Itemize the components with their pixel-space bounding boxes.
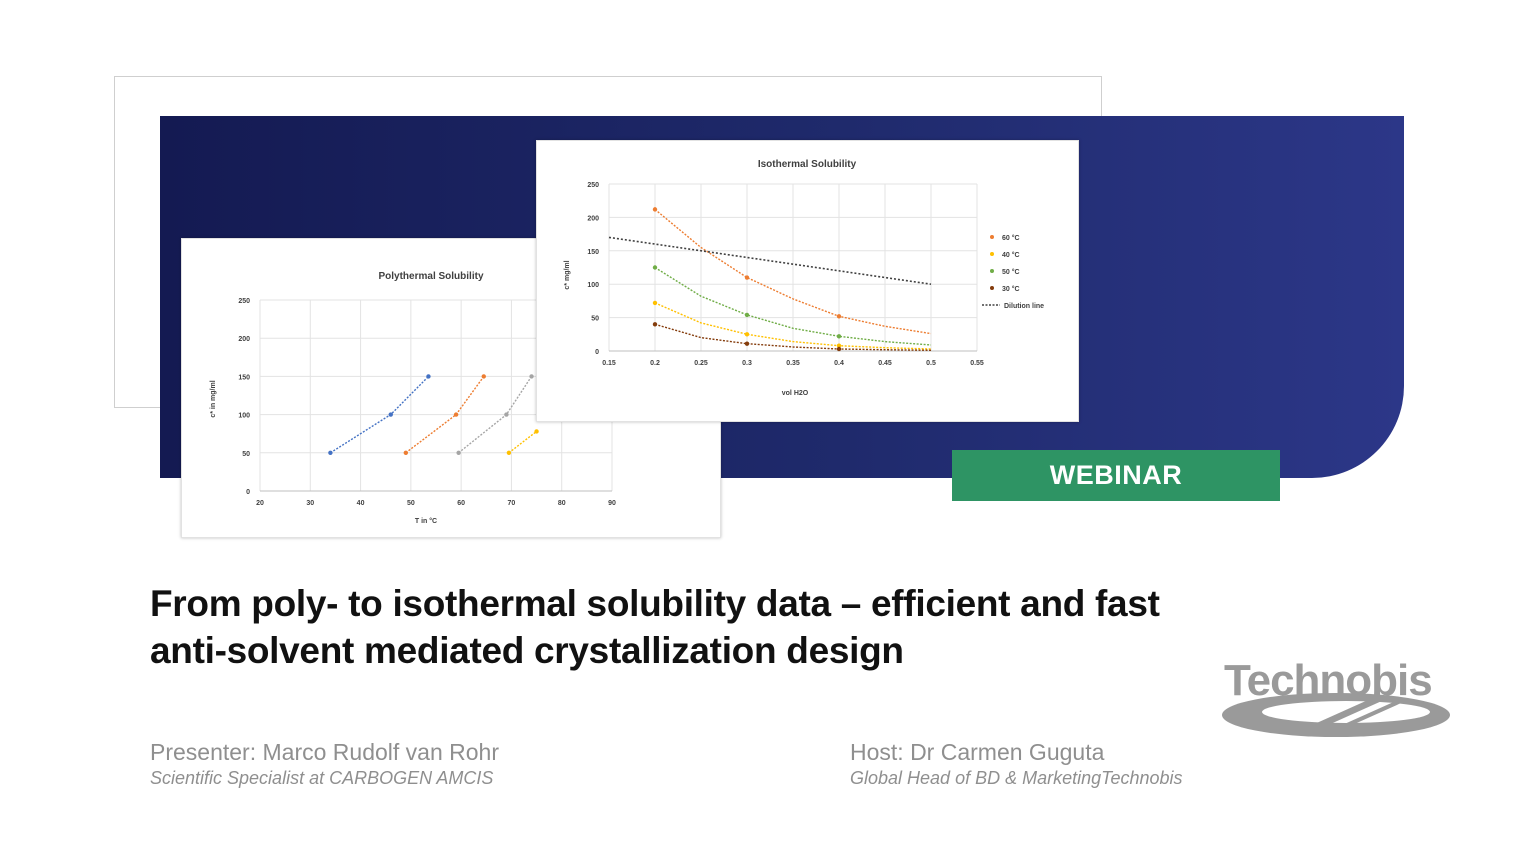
isothermal-series-line <box>654 323 932 351</box>
isothermal-data-point <box>744 341 750 346</box>
isothermal-x-tick-label: 0.4 <box>834 360 844 367</box>
polythermal-y-axis-label: c* in mg/ml <box>210 380 217 417</box>
polythermal-data-point <box>534 429 539 434</box>
isothermal-x-tick-label: 0.55 <box>970 360 984 367</box>
isothermal-data-point <box>652 265 658 270</box>
polythermal-data-point <box>506 450 512 455</box>
polythermal-data-point <box>328 450 333 455</box>
polythermal-data-point <box>529 374 534 379</box>
isothermal-chart: Isothermal Solubility vol H2O c* mg/ml 0… <box>564 159 1044 397</box>
polythermal-x-tick-label: 30 <box>306 500 314 507</box>
isothermal-series-line <box>654 302 932 350</box>
isothermal-data-point <box>836 334 842 339</box>
isothermal-x-tick-label: 0.25 <box>694 360 708 367</box>
isothermal-series-line <box>608 236 932 285</box>
polythermal-chart-title: Polythermal Solubility <box>378 271 483 282</box>
technobis-logo: Technobis <box>1218 652 1458 742</box>
isothermal-y-tick-label: 250 <box>587 182 599 189</box>
isothermal-data-point <box>836 346 842 352</box>
presenter-name: Presenter: Marco Rudolf van Rohr <box>150 739 499 765</box>
host-name: Host: Dr Carmen Guguta <box>850 739 1105 765</box>
isothermal-legend-marker <box>990 252 994 256</box>
isothermal-data-point <box>652 207 658 212</box>
isothermal-legend-label: 40 °C <box>1002 251 1020 259</box>
isothermal-x-axis-label: vol H2O <box>782 390 809 397</box>
polythermal-x-tick-label: 90 <box>608 500 616 507</box>
polythermal-y-tick-label: 250 <box>238 298 250 305</box>
isothermal-legend-label: 60 °C <box>1002 234 1020 242</box>
isothermal-chart-card: Isothermal Solubility vol H2O c* mg/ml 0… <box>536 140 1079 422</box>
isothermal-x-tick-label: 0.15 <box>602 360 616 367</box>
polythermal-series-line <box>508 430 538 454</box>
polythermal-data-point <box>426 374 431 379</box>
polythermal-x-axis-label: T in °C <box>415 517 437 525</box>
isothermal-y-tick-label: 200 <box>587 215 599 222</box>
polythermal-x-tick-label: 40 <box>357 500 365 507</box>
isothermal-y-axis-label: c* mg/ml <box>564 260 571 289</box>
isothermal-data-point <box>744 275 750 280</box>
polythermal-data-point <box>453 412 459 417</box>
isothermal-data-point <box>652 300 658 306</box>
host-role: Global Head of BD & MarketingTechnobis <box>850 768 1183 788</box>
polythermal-data-point <box>388 412 393 417</box>
isothermal-legend-marker <box>990 235 994 239</box>
isothermal-legend-marker <box>990 286 994 290</box>
polythermal-x-tick-label: 80 <box>558 500 566 507</box>
isothermal-x-tick-label: 0.3 <box>742 360 752 367</box>
polythermal-x-tick-label: 60 <box>457 500 465 507</box>
polythermal-x-tick-label: 20 <box>256 500 264 507</box>
isothermal-data-point <box>744 312 750 318</box>
presenter-info: Presenter: Marco Rudolf van Rohr Scienti… <box>150 738 499 790</box>
polythermal-y-tick-label: 50 <box>242 451 250 458</box>
isothermal-data-point <box>836 314 842 319</box>
title-line-2: anti-solvent mediated crystallization de… <box>150 630 904 671</box>
isothermal-chart-title: Isothermal Solubility <box>758 159 857 170</box>
isothermal-x-tick-label: 0.2 <box>650 360 660 367</box>
logo-wordmark: Technobis <box>1224 656 1433 705</box>
polythermal-data-point <box>504 412 509 417</box>
presenter-role: Scientific Specialist at CARBOGEN AMCIS <box>150 768 494 788</box>
polythermal-data-point <box>403 450 409 455</box>
polythermal-data-point <box>481 374 486 379</box>
isothermal-y-tick-label: 50 <box>591 316 599 323</box>
isothermal-x-tick-label: 0.45 <box>878 360 892 367</box>
isothermal-data-point <box>744 332 750 337</box>
isothermal-x-tick-label: 0.35 <box>786 360 800 367</box>
host-info: Host: Dr Carmen Guguta Global Head of BD… <box>850 738 1183 790</box>
isothermal-data-point <box>652 322 658 327</box>
polythermal-x-tick-label: 70 <box>508 500 516 507</box>
page-title: From poly- to isothermal solubility data… <box>150 580 1290 674</box>
isothermal-y-tick-label: 100 <box>587 282 599 289</box>
isothermal-y-tick-label: 0 <box>595 349 599 356</box>
polythermal-y-tick-label: 150 <box>238 374 250 381</box>
logo-swoosh-icon <box>1222 693 1450 737</box>
isothermal-data-point <box>836 343 842 348</box>
isothermal-legend-label: Dilution line <box>1004 303 1044 310</box>
isothermal-legend-label: 50 °C <box>1002 268 1020 276</box>
isothermal-legend-label: 30 °C <box>1002 285 1020 293</box>
title-line-1: From poly- to isothermal solubility data… <box>150 583 1160 624</box>
isothermal-series-line <box>654 266 932 346</box>
polythermal-data-point <box>456 450 461 455</box>
polythermal-y-tick-label: 0 <box>246 489 250 496</box>
polythermal-x-tick-label: 50 <box>407 500 415 507</box>
polythermal-y-tick-label: 200 <box>238 336 250 343</box>
isothermal-legend-marker <box>990 269 994 273</box>
webinar-badge: WEBINAR <box>952 450 1280 501</box>
polythermal-y-tick-label: 100 <box>238 413 250 420</box>
isothermal-y-tick-label: 150 <box>587 249 599 256</box>
isothermal-x-tick-label: 0.5 <box>926 360 936 367</box>
isothermal-series-line <box>654 208 932 335</box>
